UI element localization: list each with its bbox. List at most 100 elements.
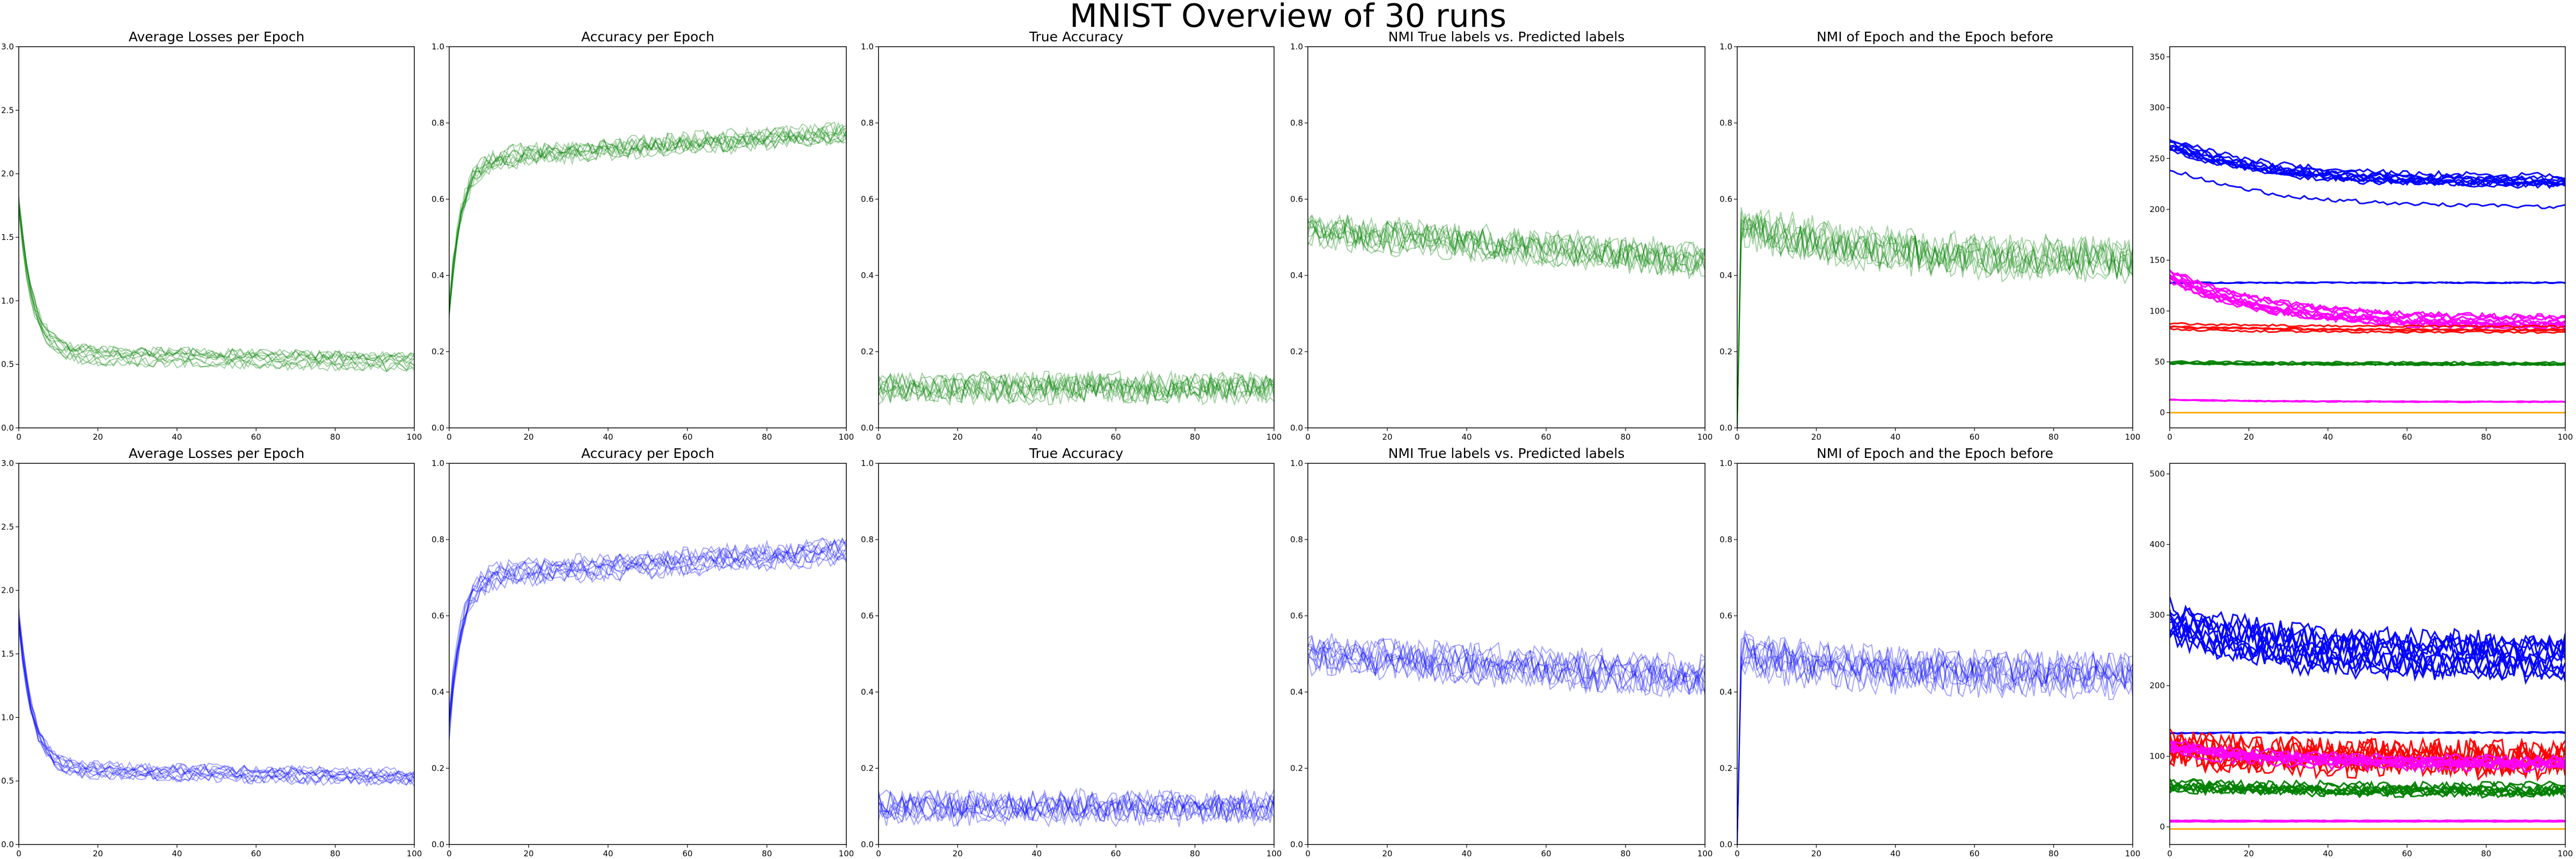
data-series-line — [1737, 639, 2133, 845]
data-series-line — [1308, 645, 1705, 696]
x-tick-label: 20 — [953, 849, 963, 858]
y-tick-label: 0.0 — [431, 840, 444, 849]
data-series-line — [19, 626, 414, 787]
data-series-line — [2170, 322, 2565, 329]
x-tick-label: 40 — [1031, 849, 1042, 858]
y-tick-label: 0.4 — [1719, 687, 1732, 697]
data-series-line — [2170, 740, 2565, 766]
x-tick-label: 80 — [1190, 432, 1200, 442]
x-tick-label: 40 — [1890, 432, 1900, 442]
data-series-line — [1308, 214, 1705, 274]
y-tick-label: 400 — [2149, 540, 2165, 549]
data-series-line — [1308, 649, 1705, 699]
data-series-line — [449, 125, 846, 309]
y-tick-label: 1.0 — [1290, 458, 1303, 468]
axes-frame — [1307, 46, 1706, 428]
data-series-line — [879, 793, 1274, 823]
x-tick-label: 0 — [447, 849, 452, 858]
x-tick-label: 0 — [2167, 849, 2172, 858]
data-series-line — [879, 788, 1274, 817]
y-tick-label: 0.6 — [1290, 611, 1303, 621]
x-tick-label: 40 — [1031, 432, 1042, 442]
data-series-line — [449, 538, 846, 715]
x-tick-label: 0 — [1735, 849, 1740, 858]
data-series-line — [2170, 820, 2565, 823]
data-series-line — [2170, 270, 2565, 321]
x-tick-label: 60 — [2402, 432, 2412, 442]
data-series-line — [449, 551, 846, 740]
x-tick-label: 0 — [1305, 849, 1311, 858]
data-series-line — [449, 538, 846, 727]
data-series-line — [449, 537, 846, 715]
y-tick-label: 0.0 — [861, 423, 874, 433]
data-series-line — [2170, 362, 2565, 367]
x-tick-label: 40 — [1461, 432, 1472, 442]
data-series-line — [2170, 145, 2565, 186]
x-tick-label: 100 — [839, 849, 854, 858]
y-tick-label: 350 — [2149, 52, 2165, 62]
x-tick-label: 20 — [2244, 432, 2254, 442]
data-series-line — [19, 627, 414, 787]
y-tick-label: 0.2 — [431, 347, 444, 356]
data-series-line — [1308, 221, 1705, 274]
x-tick-label: 100 — [407, 432, 422, 442]
x-tick-label: 0 — [876, 432, 881, 442]
data-series-line — [879, 369, 1274, 399]
axes-frame — [18, 463, 415, 845]
x-tick-label: 20 — [1382, 432, 1392, 442]
data-series-line — [2170, 278, 2565, 332]
x-tick-label: 80 — [762, 432, 772, 442]
x-tick-label: 40 — [172, 849, 182, 858]
subplot-title: Average Losses per Epoch — [129, 446, 305, 461]
y-tick-label: 0.4 — [861, 687, 874, 697]
x-tick-label: 60 — [251, 432, 261, 442]
data-series-line — [2170, 747, 2565, 769]
x-tick-label: 80 — [2481, 432, 2491, 442]
data-series-line — [879, 790, 1274, 819]
subplot-title: NMI of Epoch and the Epoch before — [1817, 29, 2053, 45]
data-series-line — [2170, 140, 2565, 179]
x-tick-label: 60 — [682, 849, 692, 858]
data-series-line — [1737, 634, 2133, 845]
data-series-line — [449, 131, 846, 314]
data-series-line — [879, 788, 1274, 819]
data-series-line — [2170, 736, 2565, 775]
y-tick-label: 1.0 — [431, 42, 444, 52]
x-tick-label: 40 — [172, 432, 182, 442]
subplot-top-2: Accuracy per Epoch 0 20 40 60 80 100 0.0 0.2 0.4 0… — [431, 29, 854, 442]
data-series-line — [879, 795, 1274, 824]
data-series-line — [19, 617, 414, 777]
x-tick-label: 0 — [16, 849, 21, 858]
y-tick-label: 0.8 — [1719, 535, 1732, 544]
x-tick-label: 20 — [953, 432, 963, 442]
y-tick-label: 200 — [2149, 205, 2165, 214]
y-tick-label: 0.2 — [1719, 347, 1732, 356]
data-series-line — [1308, 214, 1705, 265]
y-tick-label: 0.0 — [861, 840, 874, 849]
data-series-line — [2170, 819, 2565, 822]
y-tick-label: 0.2 — [1290, 763, 1303, 773]
series-lines — [19, 607, 414, 787]
data-series-line — [879, 375, 1274, 404]
data-series-line — [449, 552, 846, 727]
x-tick-label: 60 — [1111, 432, 1121, 442]
x-tick-label: 100 — [1697, 432, 1713, 442]
y-tick-label: 0.6 — [1719, 194, 1732, 204]
series-lines — [1737, 629, 2133, 845]
x-tick-label: 80 — [1190, 849, 1200, 858]
y-tick-label: 2.0 — [1, 586, 14, 595]
data-series-line — [19, 211, 414, 373]
data-series-line — [1308, 638, 1705, 685]
x-tick-label: 20 — [93, 849, 103, 858]
data-series-line — [2170, 607, 2565, 660]
subplot-top-6: 0 20 40 60 80 100 0 50 100 150 200 250 300 350 — [2149, 46, 2573, 442]
y-tick-label: 0 — [2160, 408, 2165, 418]
data-series-line — [1737, 638, 2133, 845]
data-series-line — [2170, 731, 2565, 734]
y-tick-label: 1.0 — [861, 458, 874, 468]
data-series-line — [2170, 360, 2565, 365]
data-series-line — [1737, 212, 2133, 428]
data-series-line — [879, 794, 1274, 823]
x-tick-label: 0 — [16, 432, 21, 442]
